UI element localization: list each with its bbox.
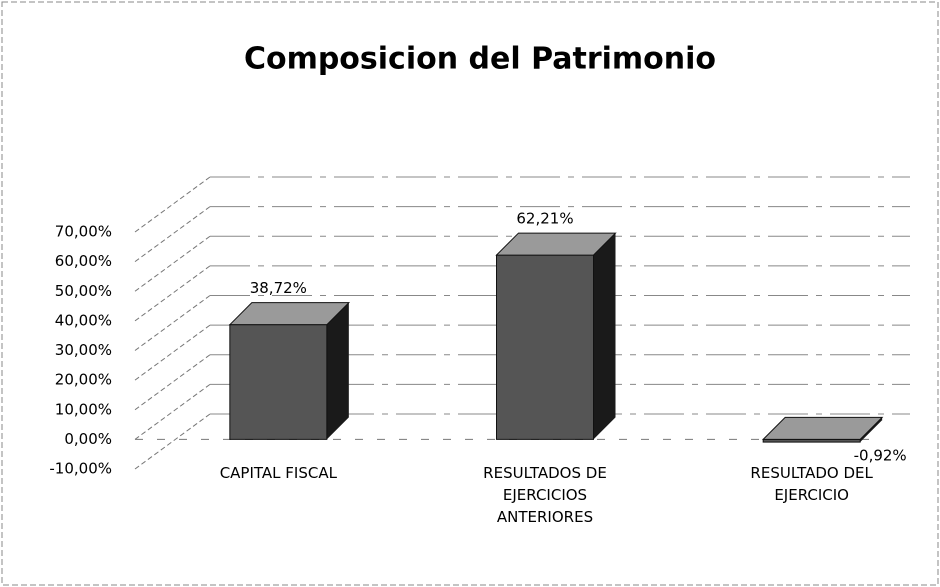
bar-top: [228, 302, 351, 326]
y-tick-label: 30,00%: [55, 341, 112, 359]
bar-top: [495, 232, 617, 256]
grid-wall-line: [134, 295, 211, 351]
grid-wall-line: [134, 324, 211, 381]
grid-wall-line: [134, 383, 211, 440]
grid-wall-line: [134, 265, 211, 322]
y-tick-label: 70,00%: [55, 223, 112, 241]
x-tick-label: RESULTADO DEL EJERCICIO: [750, 464, 873, 504]
x-tick-label: RESULTADOS DE EJERCICIOS ANTERIORES: [483, 464, 607, 526]
y-tick-label: 10,00%: [55, 400, 112, 418]
y-tick-label: 0,00%: [64, 430, 112, 448]
y-tick-label: 60,00%: [55, 252, 112, 270]
y-tick-label: 40,00%: [55, 311, 112, 329]
grid-wall-line: [134, 413, 211, 470]
grid-wall-line: [134, 354, 211, 411]
grid-wall-line: [134, 176, 211, 233]
x-tick-label: CAPITAL FISCAL: [219, 464, 337, 482]
chart-title: Composicion del Patrimonio: [244, 42, 716, 77]
bar-side: [593, 233, 616, 440]
bar: [495, 232, 617, 440]
grid-wall-line: [134, 206, 211, 263]
bar: [761, 416, 884, 443]
value-label: 62,21%: [516, 210, 573, 228]
y-tick-label: -10,00%: [49, 460, 112, 478]
bar-front: [496, 254, 594, 440]
value-label: 38,72%: [250, 279, 307, 297]
value-label: -0,92%: [854, 447, 907, 465]
bar-side: [326, 302, 349, 440]
grid-wall-line: [134, 235, 211, 292]
y-tick-label: 20,00%: [55, 371, 112, 389]
bar-top: [761, 416, 884, 440]
y-tick-label: 50,00%: [55, 282, 112, 300]
bar-front: [229, 324, 328, 440]
bar: [228, 302, 351, 440]
